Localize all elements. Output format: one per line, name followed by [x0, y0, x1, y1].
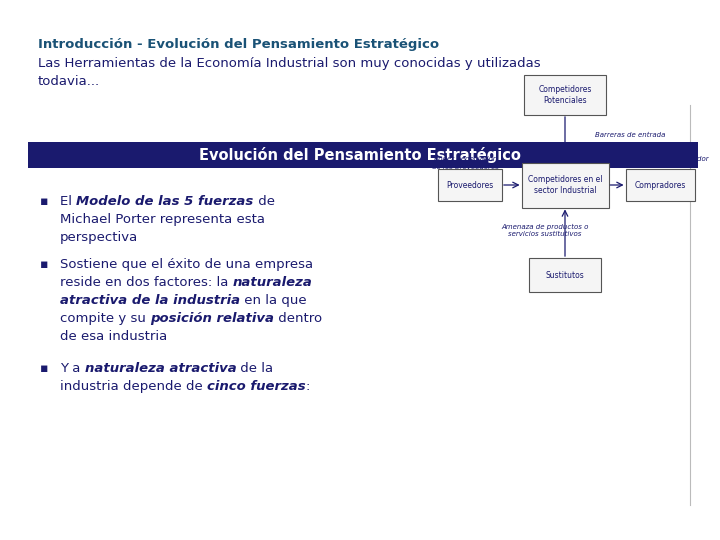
Text: Poder de negociador
de los clientes: Poder de negociador de los clientes [636, 157, 708, 170]
Text: Michael Porter representa esta: Michael Porter representa esta [60, 213, 265, 226]
Text: Rivalidad entre
los competidores: Rivalidad entre los competidores [538, 183, 592, 193]
Text: Y a: Y a [60, 362, 85, 375]
Text: de esa industria: de esa industria [60, 330, 167, 343]
Text: posición relativa: posición relativa [150, 312, 274, 325]
Text: perspectiva: perspectiva [60, 231, 138, 244]
FancyBboxPatch shape [524, 75, 606, 115]
Text: ▪: ▪ [40, 362, 48, 375]
Text: Introducción - Evolución del Pensamiento Estratégico: Introducción - Evolución del Pensamiento… [38, 38, 439, 51]
Text: naturaleza atractiva: naturaleza atractiva [85, 362, 236, 375]
Text: compite y su: compite y su [60, 312, 150, 325]
Text: en la que: en la que [240, 294, 307, 307]
Text: Sostiene que el éxito de una empresa: Sostiene que el éxito de una empresa [60, 258, 313, 271]
Text: de: de [253, 195, 274, 208]
Text: dentro: dentro [274, 312, 323, 325]
Text: Evolución del Pensamiento Estratégico: Evolución del Pensamiento Estratégico [199, 147, 521, 163]
Text: El: El [60, 195, 76, 208]
Text: todavia...: todavia... [38, 75, 100, 88]
Text: de la: de la [236, 362, 274, 375]
Text: Competidores
Potenciales: Competidores Potenciales [539, 85, 592, 105]
Text: ▪: ▪ [40, 195, 48, 208]
Text: Compradores: Compradores [634, 180, 685, 190]
Bar [28, 142, 698, 168]
FancyBboxPatch shape [626, 169, 695, 201]
Text: industria depende de: industria depende de [60, 380, 207, 394]
Text: Amenaza de productos o
servicios sustitutivos: Amenaza de productos o servicios sustitu… [501, 224, 589, 237]
FancyBboxPatch shape [521, 163, 608, 207]
Text: Sustitutos: Sustitutos [546, 271, 585, 280]
Text: reside en dos factores: la: reside en dos factores: la [60, 276, 233, 289]
Text: atractiva de la industria: atractiva de la industria [60, 294, 240, 307]
FancyBboxPatch shape [529, 258, 601, 292]
Text: Proveedores: Proveedores [446, 180, 494, 190]
Text: ▪: ▪ [40, 258, 48, 271]
Text: Poder negociador
de los proveedores: Poder negociador de los proveedores [431, 157, 498, 170]
FancyBboxPatch shape [438, 169, 502, 201]
Text: Barreras de entrada: Barreras de entrada [595, 132, 665, 138]
Text: Modelo de las 5 fuerzas: Modelo de las 5 fuerzas [76, 195, 253, 208]
Text: Las Herramientas de la Economía Industrial son muy conocidas y utilizadas: Las Herramientas de la Economía Industri… [38, 57, 541, 70]
Text: naturaleza: naturaleza [233, 276, 312, 289]
Text: cinco fuerzas: cinco fuerzas [207, 380, 305, 394]
Text: Competidores en el
sector Industrial: Competidores en el sector Industrial [528, 176, 602, 195]
Text: :: : [305, 380, 310, 394]
